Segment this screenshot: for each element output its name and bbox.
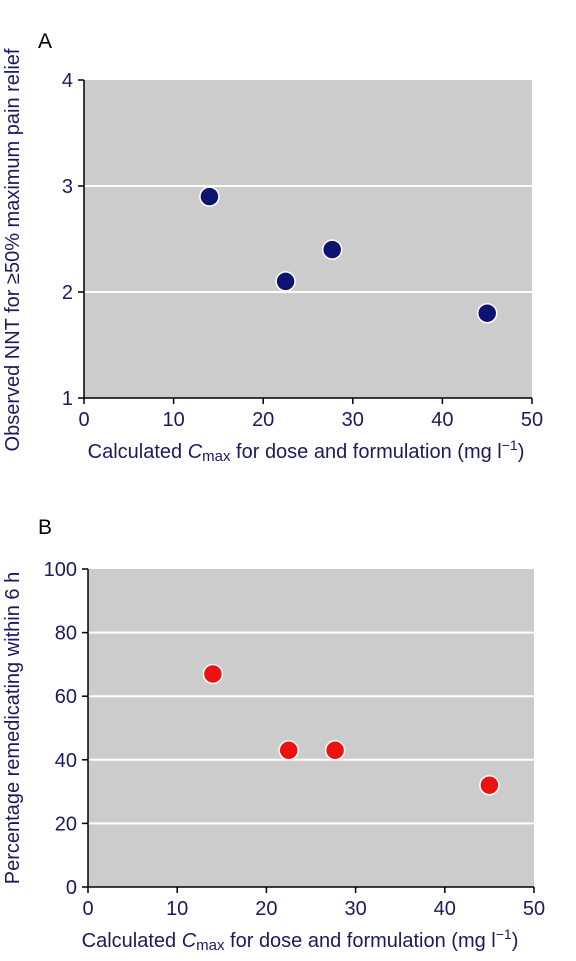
- data-points: [199, 186, 498, 324]
- x-axis-title-variable: C: [182, 930, 197, 952]
- x-axis-title-close: ): [518, 441, 525, 463]
- x-tick-label: 20: [252, 409, 274, 431]
- y-tick-label: 4: [62, 70, 73, 92]
- data-point: [321, 239, 343, 260]
- data-point: [324, 740, 346, 761]
- panel-label: A: [38, 30, 52, 53]
- x-tick-label: 0: [78, 409, 89, 431]
- gridlines: [88, 631, 534, 825]
- x-axis-title-suffix: for dose and formulation (mg l: [224, 930, 495, 952]
- x-axis-title-prefix: Calculated: [88, 441, 188, 463]
- y-ticks: 1 2 3 4: [62, 70, 84, 410]
- y-axis-title: Percentage remedicating within 6 h: [2, 572, 24, 884]
- x-axis-title-suffix: for dose and formulation (mg l: [230, 441, 501, 463]
- y-tick-label: 0: [66, 877, 77, 899]
- x-ticks: 0 10 20 30 40 50: [82, 887, 545, 920]
- plot-area: [88, 569, 534, 887]
- x-tick-label: 10: [166, 898, 188, 920]
- y-ticks: 0 20 40 60 80 100: [44, 559, 88, 899]
- plot-area: [84, 80, 532, 398]
- x-axis-title-subscript: max: [196, 937, 225, 954]
- panel-a: A 1 2 3 4 0 10 20 30 40 50 Calculated Cmax for d…: [2, 30, 543, 465]
- x-axis-title: Calculated Cmax for dose and formulation…: [88, 437, 525, 465]
- y-tick-label: 20: [55, 813, 77, 835]
- x-tick-label: 30: [344, 898, 366, 920]
- x-tick-label: 50: [521, 409, 543, 431]
- y-tick-label: 40: [55, 750, 77, 772]
- x-tick-label: 30: [342, 409, 364, 431]
- x-axis-title-variable: C: [188, 441, 203, 463]
- panel-label: B: [38, 516, 52, 539]
- x-tick-label: 40: [431, 409, 453, 431]
- x-axis-title-subscript: max: [202, 448, 231, 465]
- y-tick-label: 3: [62, 176, 73, 198]
- x-axis-title: Calculated Cmax for dose and formulation…: [82, 926, 519, 954]
- x-tick-label: 0: [82, 898, 93, 920]
- y-axis-title: Observed NNT for ≥50% maximum pain relie…: [2, 48, 24, 451]
- data-point: [202, 663, 224, 685]
- x-tick-label: 10: [162, 409, 184, 431]
- data-point: [199, 186, 220, 207]
- x-tick-label: 20: [255, 898, 277, 920]
- x-tick-label: 50: [523, 898, 545, 920]
- y-tick-label: 80: [55, 623, 77, 645]
- y-tick-label: 1: [62, 388, 73, 410]
- data-point: [476, 302, 498, 324]
- data-point: [275, 271, 296, 292]
- y-tick-label: 100: [44, 559, 77, 581]
- panel-b: B 0 20 40 60 80 100 0 10 20 30 40 50 Calculated Cm…: [2, 516, 545, 954]
- data-points: [202, 663, 500, 796]
- data-point: [278, 740, 299, 761]
- y-tick-label: 60: [55, 686, 77, 708]
- y-tick-label: 2: [62, 282, 73, 304]
- x-axis-title-superscript: −1: [496, 926, 512, 942]
- x-ticks: 0 10 20 30 40 50: [78, 398, 543, 431]
- x-axis-title-close: ): [512, 930, 519, 952]
- data-point: [479, 774, 500, 796]
- x-axis-title-superscript: −1: [502, 437, 518, 453]
- x-axis-title-prefix: Calculated: [82, 930, 182, 952]
- x-tick-label: 40: [434, 898, 456, 920]
- gridlines: [84, 185, 532, 293]
